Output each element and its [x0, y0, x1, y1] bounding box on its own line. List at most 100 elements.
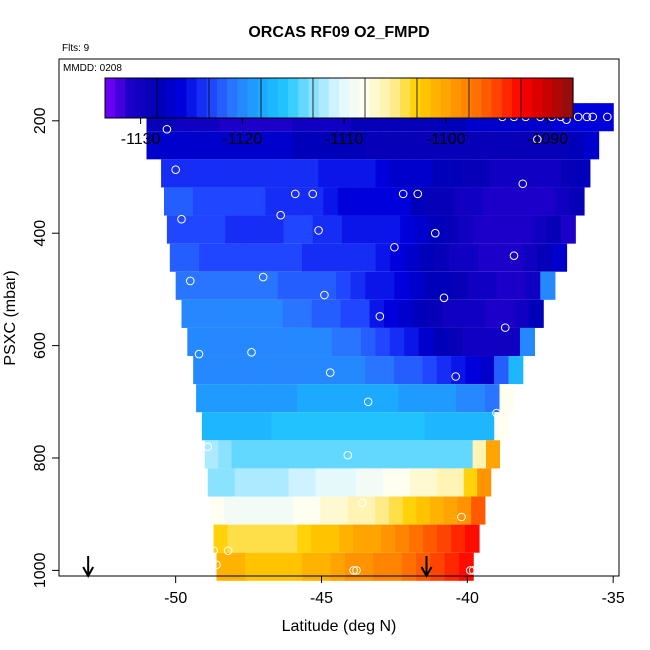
heatmap-cell [254, 215, 270, 244]
heatmap-cell [326, 299, 342, 328]
heatmap-cell [210, 299, 226, 328]
observation-point [194, 349, 204, 359]
heatmap-cell [204, 271, 221, 300]
heatmap-cell [268, 299, 284, 328]
heatmap-cell [339, 524, 354, 553]
y-tick-label: 600 [32, 332, 49, 359]
heatmap-cell [371, 215, 387, 244]
observation-point [363, 397, 373, 407]
colorbar-segment [155, 78, 167, 118]
observation-point [325, 368, 335, 377]
observation-point [308, 189, 318, 199]
heatmap-cell [243, 243, 259, 272]
heatmap-cell [320, 496, 335, 525]
y-tick-label: 1000 [32, 552, 49, 588]
heatmap-cell [264, 356, 280, 385]
colorbar-segment [267, 78, 279, 118]
chart-title: ORCAS RF09 O2_FMPD [248, 24, 429, 41]
heatmap-cell [342, 468, 357, 497]
heatmap-cell [283, 524, 298, 553]
heatmap-cell [555, 187, 571, 216]
heatmap-cell [382, 468, 397, 497]
x-axis: -50 -45 -40 -35 [164, 576, 625, 607]
heatmap-cell [389, 327, 405, 357]
heatmap-cell [525, 131, 541, 160]
colorbar-segment [257, 78, 269, 118]
heatmap-cell [441, 299, 457, 328]
colorbar-segment [552, 78, 564, 118]
heatmap-cell [404, 243, 421, 272]
heatmap-cell [546, 159, 562, 188]
heatmap-cell [292, 271, 308, 300]
heatmap-cell [315, 468, 330, 497]
heatmap-cell [279, 356, 295, 385]
colorbar-segment [227, 78, 238, 118]
heatmap-cell [569, 131, 585, 160]
colorbar-segment [349, 78, 360, 118]
heatmap-cell [246, 159, 262, 188]
heatmap-cell [458, 215, 474, 244]
heatmap-cell [311, 299, 327, 328]
heatmap-cell [361, 159, 377, 188]
heatmap-cell [257, 243, 274, 272]
colorbar-segment [481, 78, 493, 118]
heatmap-cell [467, 271, 483, 300]
heatmap-cell [516, 215, 533, 244]
heatmap-cell [482, 187, 498, 216]
heatmap-cell [398, 299, 414, 328]
colorbar-segment [471, 78, 483, 118]
heatmap-cell [514, 299, 530, 328]
colorbar-segment [410, 78, 421, 118]
heatmap-cell [396, 468, 411, 497]
heatmap-cell [263, 131, 279, 160]
heatmap-cell [169, 243, 186, 272]
observation-point [247, 348, 256, 357]
heatmap-cell [224, 299, 240, 328]
heatmap-cell [470, 299, 486, 328]
heatmap-cell [359, 552, 374, 581]
heatmap-cell [379, 356, 395, 385]
heatmap-cell [398, 384, 414, 413]
y-tick-label: 200 [32, 107, 49, 134]
heatmap-cell [253, 384, 269, 413]
heatmap-cell [302, 468, 317, 497]
mmdd-note: MMDD: 0208 [63, 63, 122, 74]
heatmap-cell [353, 524, 368, 553]
heatmap-cell [479, 356, 495, 385]
heatmap-cell [389, 159, 405, 188]
y-axis-label: PSXC (mbar) [2, 270, 19, 365]
heatmap-cell [443, 496, 459, 525]
heatmap-cell [396, 412, 412, 441]
heatmap-cell [404, 159, 419, 188]
heatmap-cell [463, 468, 478, 497]
colorbar-segment [288, 78, 299, 118]
heatmap-cell [224, 384, 241, 413]
heatmap-cell [338, 440, 353, 469]
observation-point [588, 112, 598, 122]
heatmap-cell [248, 468, 263, 497]
heatmap-cell [269, 215, 285, 244]
colorbar-segment [105, 78, 116, 118]
heatmap-cell [225, 215, 241, 244]
heatmap-cell [346, 327, 362, 357]
heatmap-cell [331, 243, 347, 272]
heatmap-cell [394, 271, 410, 300]
heatmap-cell [221, 356, 237, 385]
heatmap-cell [210, 215, 226, 244]
heatmap-cell [337, 187, 353, 216]
observation-point [209, 546, 218, 556]
heatmap-cell [201, 327, 217, 357]
colorbar-segment [562, 78, 574, 118]
observation-point [212, 560, 221, 570]
heatmap-cell [419, 243, 435, 272]
colorbar-ticks: -1130 -1120 -1110 -1100 -1090 [121, 118, 568, 148]
heatmap-cell [511, 271, 527, 300]
heatmap-cell [452, 131, 468, 160]
heatmap-cell [453, 187, 469, 216]
heatmap-cell [285, 440, 300, 469]
observation-point [223, 546, 233, 556]
heatmap-cell [289, 159, 305, 188]
heatmap-cell [325, 524, 340, 553]
heatmap-cell [475, 159, 491, 188]
observation-point [492, 408, 501, 418]
